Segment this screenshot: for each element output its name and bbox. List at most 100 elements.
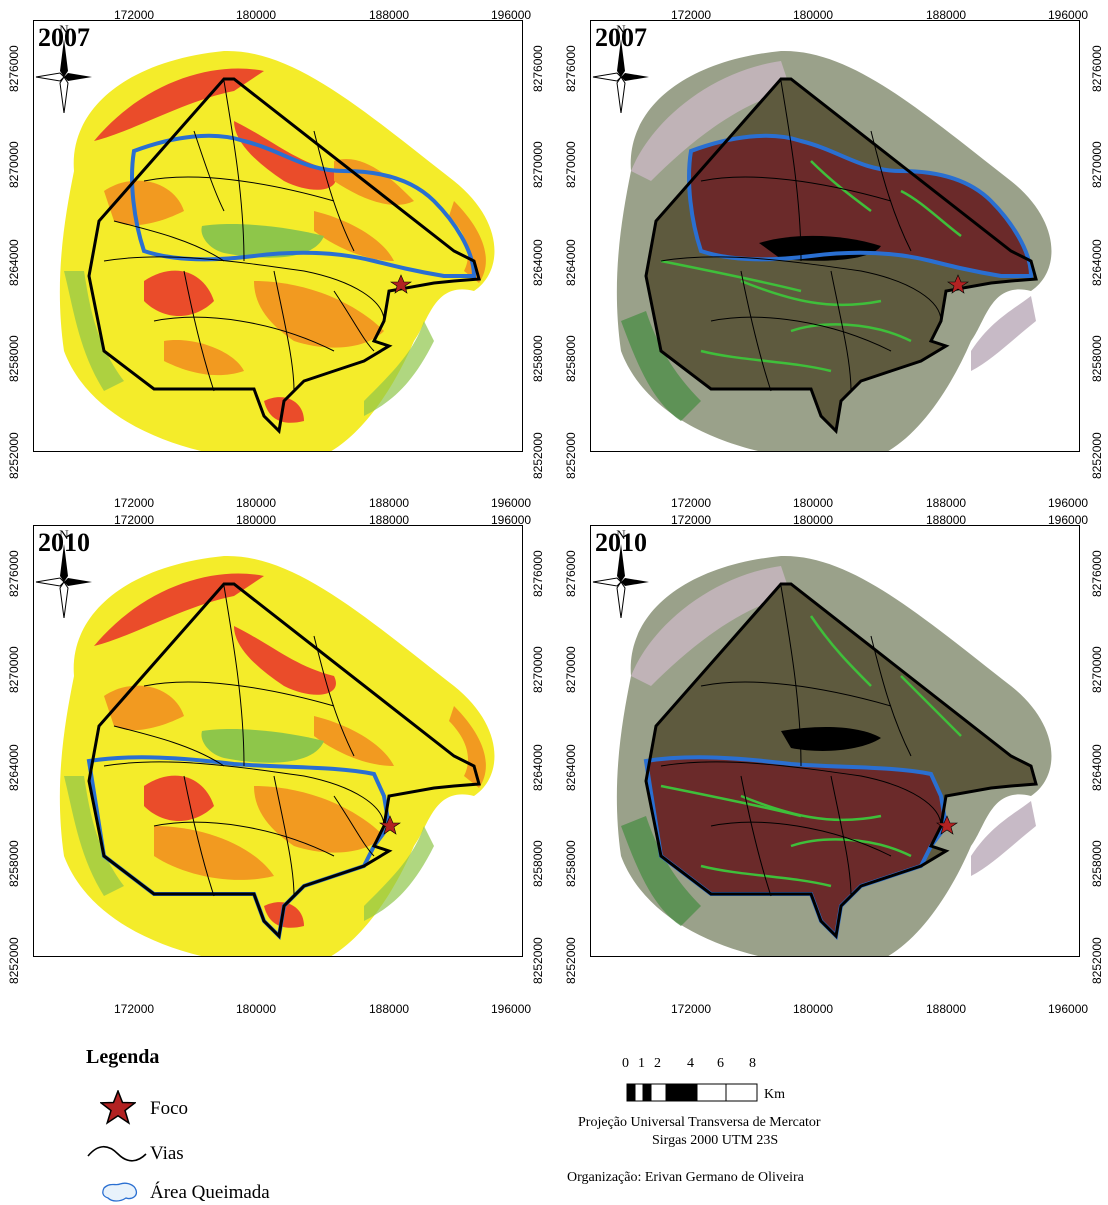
x-tick-label: 172000 — [671, 513, 712, 527]
x-tick-label: 188000 — [369, 496, 410, 510]
y-tick-label: 8276000 — [531, 550, 545, 597]
y-tick-label: 8276000 — [564, 550, 578, 597]
vias-icon — [87, 1145, 147, 1162]
y-tick-label: 8252000 — [7, 937, 21, 984]
x-tick-label: 188000 — [926, 496, 967, 510]
y-tick-label: 8270000 — [7, 141, 21, 188]
north-label: N — [59, 527, 69, 542]
y-tick-label: 8270000 — [564, 646, 578, 693]
y-tick-label: 8264000 — [7, 239, 21, 286]
x-tick-label: 188000 — [926, 1002, 967, 1016]
scale-number: 6 — [717, 1056, 724, 1071]
x-tick-label: 172000 — [114, 513, 155, 527]
lagoon — [781, 726, 881, 751]
x-tick-label: 180000 — [793, 8, 834, 22]
x-tick-label: 196000 — [1048, 1002, 1089, 1016]
legend-area-label: Área Queimada — [150, 1182, 270, 1203]
burned-area-fill — [646, 757, 946, 936]
x-tick-label: 180000 — [236, 8, 277, 22]
park-boundary — [87, 77, 481, 435]
y-tick-label: 8258000 — [531, 335, 545, 382]
map-panel-2010-classified: 2010 N — [33, 525, 523, 957]
y-tick-label: 8264000 — [564, 744, 578, 791]
y-tick-label: 8258000 — [7, 335, 21, 382]
map-canvas — [59, 50, 495, 451]
north-arrow-icon: N — [35, 22, 92, 113]
foco-star — [947, 274, 969, 294]
x-tick-label: 180000 — [793, 513, 834, 527]
scale-unit: Km — [764, 1087, 785, 1102]
y-tick-label: 8258000 — [1090, 840, 1104, 887]
vegetation-lines — [660, 615, 962, 888]
y-tick-label: 8270000 — [531, 141, 545, 188]
map-canvas — [616, 555, 1052, 956]
y-tick-label: 8252000 — [531, 937, 545, 984]
y-tick-label: 8264000 — [1090, 744, 1104, 791]
road-lines — [660, 80, 942, 392]
legend-foco-label: Foco — [150, 1098, 188, 1119]
x-tick-label: 172000 — [671, 496, 712, 510]
map-panel-2007-satellite: 2007 N — [590, 20, 1080, 452]
scale-number: 4 — [687, 1056, 694, 1071]
y-tick-label: 8264000 — [1090, 239, 1104, 286]
north-label: N — [616, 527, 626, 542]
y-tick-label: 8252000 — [7, 432, 21, 479]
foco-star — [936, 815, 958, 835]
x-tick-label: 188000 — [926, 513, 967, 527]
burned-area-icon — [102, 1182, 138, 1202]
x-tick-label: 180000 — [793, 1002, 834, 1016]
y-tick-label: 8252000 — [1090, 432, 1104, 479]
x-tick-label: 196000 — [491, 1002, 532, 1016]
scale-number: 2 — [654, 1056, 661, 1071]
y-tick-label: 8270000 — [531, 646, 545, 693]
x-tick-label: 188000 — [926, 8, 967, 22]
map-panel-2007-classified: 2007 N — [33, 20, 523, 452]
map-canvas — [59, 555, 495, 956]
foco-star — [390, 274, 412, 294]
x-tick-label: 196000 — [1048, 8, 1089, 22]
road-lines — [660, 585, 942, 897]
x-tick-label: 172000 — [114, 496, 155, 510]
north-arrow-icon: N — [592, 22, 649, 113]
legend-vias-label: Vias — [150, 1143, 184, 1164]
y-tick-label: 8264000 — [564, 239, 578, 286]
y-tick-label: 8264000 — [531, 239, 545, 286]
y-tick-label: 8258000 — [531, 840, 545, 887]
x-tick-label: 172000 — [671, 8, 712, 22]
y-tick-label: 8252000 — [531, 432, 545, 479]
x-tick-label: 188000 — [369, 1002, 410, 1016]
x-tick-label: 172000 — [114, 1002, 155, 1016]
y-tick-label: 8264000 — [7, 744, 21, 791]
vegetation-lines — [660, 160, 962, 373]
scale-number: 1 — [638, 1056, 645, 1071]
x-tick-label: 188000 — [369, 8, 410, 22]
x-tick-label: 196000 — [491, 496, 532, 510]
x-tick-label: 180000 — [793, 496, 834, 510]
y-tick-label: 8270000 — [1090, 141, 1104, 188]
legend-title: Legenda — [86, 1046, 160, 1068]
author-text: Organização: Erivan Germano de Oliveira — [567, 1170, 804, 1185]
y-tick-label: 8252000 — [1090, 937, 1104, 984]
y-tick-label: 8270000 — [564, 141, 578, 188]
y-tick-label: 8270000 — [7, 646, 21, 693]
park-boundary — [87, 582, 481, 940]
road-lines — [103, 585, 385, 897]
x-tick-label: 196000 — [1048, 513, 1089, 527]
north-arrow-icon: N — [35, 527, 92, 618]
scale-number: 0 — [622, 1056, 629, 1071]
x-tick-label: 196000 — [491, 513, 532, 527]
y-tick-label: 8276000 — [564, 45, 578, 92]
park-boundary — [644, 582, 1038, 940]
x-tick-label: 196000 — [1048, 496, 1089, 510]
foco-icon — [100, 1090, 136, 1125]
y-tick-label: 8258000 — [7, 840, 21, 887]
scale-number: 8 — [749, 1056, 756, 1071]
north-label: N — [59, 22, 69, 37]
x-tick-label: 172000 — [671, 1002, 712, 1016]
park-boundary — [644, 77, 1038, 435]
x-tick-label: 196000 — [491, 8, 532, 22]
x-tick-label: 188000 — [369, 513, 410, 527]
y-tick-label: 8258000 — [1090, 335, 1104, 382]
x-tick-label: 180000 — [236, 496, 277, 510]
y-tick-label: 8270000 — [1090, 646, 1104, 693]
